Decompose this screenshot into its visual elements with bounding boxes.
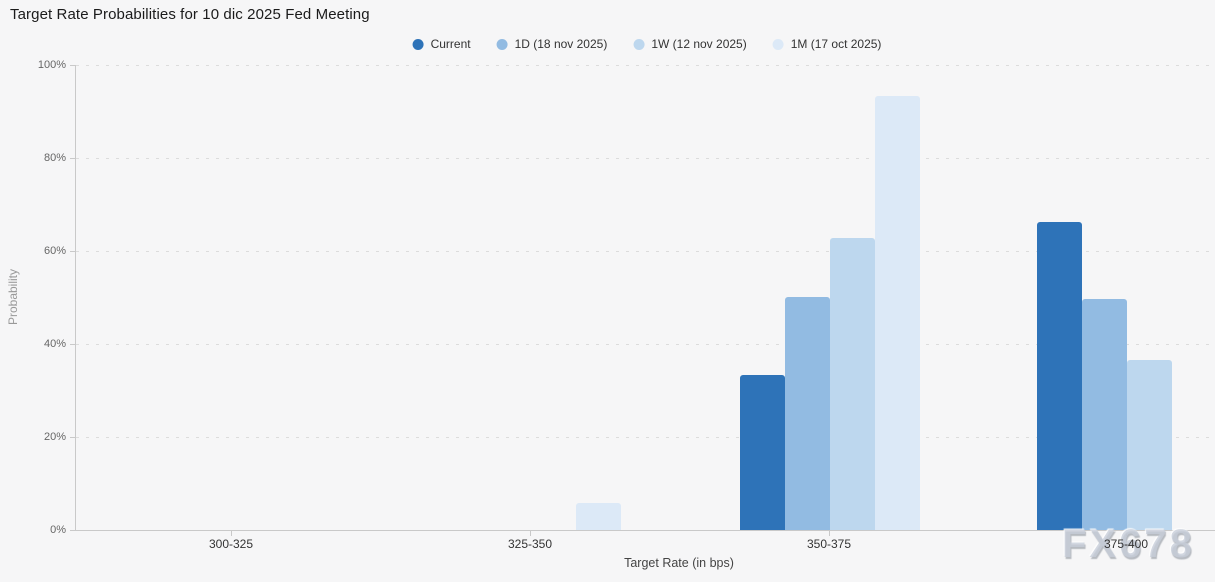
legend-item-current[interactable]: Current <box>412 37 471 51</box>
legend-item-1m[interactable]: 1M (17 oct 2025) <box>772 37 882 51</box>
x-tick-mark <box>231 531 232 536</box>
y-tick-label: 100% <box>37 59 66 71</box>
legend-dot-icon <box>412 38 424 50</box>
bar-375-400-1d <box>1082 299 1127 530</box>
y-axis-title: Probability <box>6 268 20 326</box>
legend-item-1d[interactable]: 1D (18 nov 2025) <box>496 37 608 51</box>
gridline <box>76 437 1215 438</box>
legend-item-label: Current <box>430 37 471 51</box>
gridline <box>76 65 1215 66</box>
legend-item-label: 1D (18 nov 2025) <box>514 37 608 51</box>
x-tick-label: 375-400 <box>1103 537 1149 551</box>
x-axis-title: Target Rate (in bps) <box>624 556 734 570</box>
bar-350-375-1m <box>875 96 920 530</box>
plot-area <box>75 65 1215 531</box>
x-tick-label: 325-350 <box>507 537 553 551</box>
bar-325-350-1m <box>576 503 621 530</box>
y-tick-mark <box>70 65 75 66</box>
y-tick-mark <box>70 530 75 531</box>
legend-dot-icon <box>772 38 784 50</box>
bar-350-375-1w <box>830 238 875 530</box>
x-tick-mark <box>1126 531 1127 536</box>
x-tick-mark <box>829 531 830 536</box>
bar-375-400-current <box>1037 222 1082 530</box>
y-tick-mark <box>70 251 75 252</box>
x-tick-label: 350-375 <box>806 537 852 551</box>
fx678-watermark: FX678 <box>1062 522 1195 566</box>
y-tick-label: 40% <box>43 338 66 350</box>
y-tick-label: 60% <box>43 245 66 257</box>
legend-item-1w[interactable]: 1W (12 nov 2025) <box>633 37 747 51</box>
y-tick-mark <box>70 344 75 345</box>
x-tick-mark <box>530 531 531 536</box>
legend: Current 1D (18 nov 2025) 1W (12 nov 2025) 1… <box>412 37 882 51</box>
legend-dot-icon <box>496 38 508 50</box>
bar-350-375-current <box>740 375 785 530</box>
gridline <box>76 344 1215 345</box>
y-tick-mark <box>70 437 75 438</box>
bar-350-375-1d <box>785 297 830 530</box>
y-tick-label: 20% <box>43 431 66 443</box>
y-tick-mark <box>70 158 75 159</box>
legend-dot-icon <box>633 38 645 50</box>
x-tick-label: 300-325 <box>208 537 254 551</box>
legend-item-label: 1W (12 nov 2025) <box>651 37 747 51</box>
chart-title: Target Rate Probabilities for 10 dic 202… <box>10 6 370 23</box>
gridline <box>76 158 1215 159</box>
y-tick-label: 0% <box>50 524 66 536</box>
legend-item-label: 1M (17 oct 2025) <box>790 37 882 51</box>
gridline <box>76 251 1215 252</box>
y-tick-label: 80% <box>43 152 66 164</box>
bar-375-400-1w <box>1127 360 1172 530</box>
